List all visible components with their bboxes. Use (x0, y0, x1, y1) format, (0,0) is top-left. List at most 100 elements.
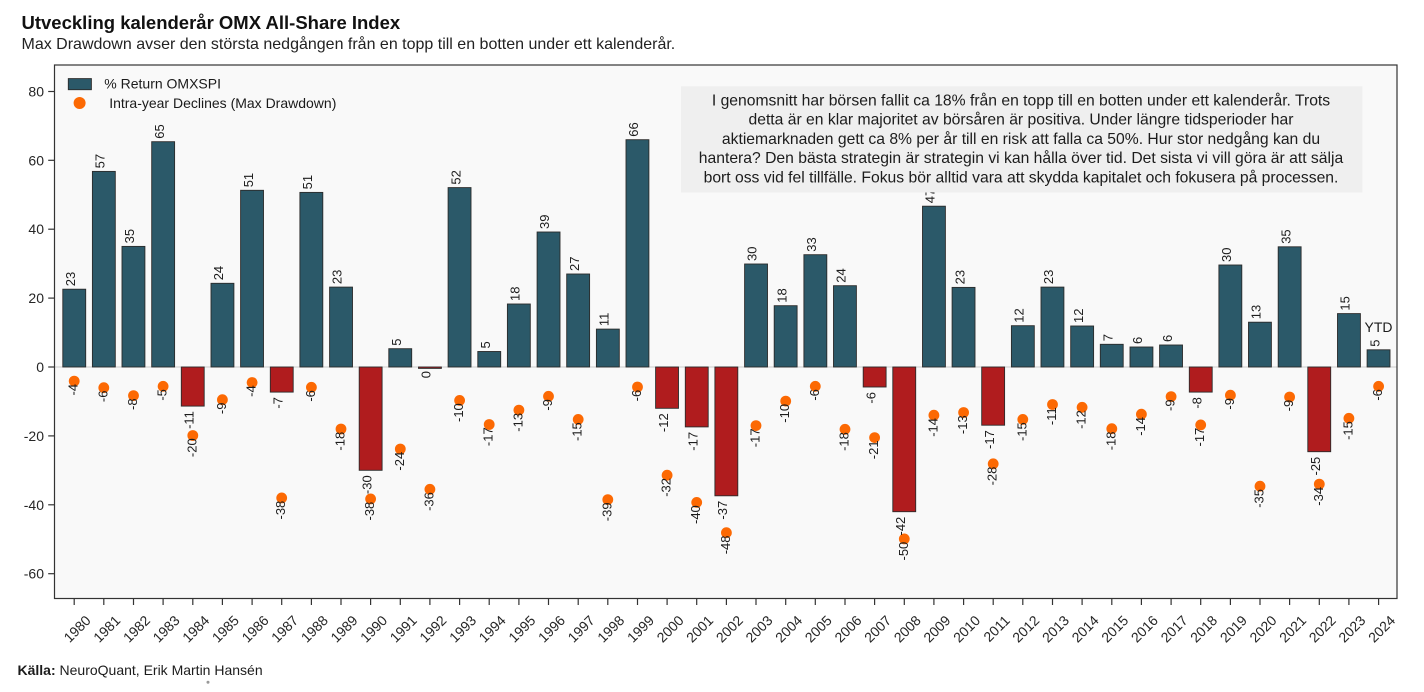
svg-text:24: 24 (211, 266, 226, 280)
svg-text:-17: -17 (685, 432, 700, 451)
svg-text:hantera? Den bästa strategin ä: hantera? Den bästa strategin är strategi… (699, 149, 1344, 167)
svg-text:bort oss vid fel tillfälle. Fo: bort oss vid fel tillfälle. Fokus bör al… (704, 169, 1339, 187)
svg-text:39: 39 (537, 215, 552, 229)
svg-text:5: 5 (478, 341, 493, 348)
svg-text:-40: -40 (688, 505, 703, 524)
svg-text:-17: -17 (982, 430, 997, 449)
svg-text:-35: -35 (1252, 489, 1267, 508)
svg-text:-15: -15 (570, 422, 585, 441)
svg-text:-6: -6 (629, 390, 644, 402)
svg-text:-10: -10 (451, 403, 466, 422)
svg-text:-17: -17 (481, 427, 496, 446)
svg-text:57: 57 (93, 154, 108, 168)
svg-text:27: 27 (567, 257, 582, 271)
svg-text:-6: -6 (303, 390, 318, 402)
svg-text:-14: -14 (925, 418, 940, 437)
svg-text:% Return OMXSPI: % Return OMXSPI (104, 76, 221, 92)
svg-text:-28: -28 (985, 467, 1000, 486)
svg-text:52: 52 (448, 170, 463, 184)
svg-text:-18: -18 (333, 432, 348, 451)
svg-text:-5: -5 (155, 389, 170, 401)
svg-text:-48: -48 (718, 536, 733, 555)
svg-text:35: 35 (122, 229, 137, 243)
svg-text:33: 33 (804, 237, 819, 251)
svg-text:5: 5 (389, 338, 404, 345)
svg-text:-42: -42 (893, 517, 908, 536)
svg-text:-9: -9 (1163, 399, 1178, 411)
svg-text:-13: -13 (955, 415, 970, 434)
svg-text:-12: -12 (656, 413, 671, 432)
svg-text:-14: -14 (1133, 417, 1148, 436)
svg-text:-9: -9 (1281, 400, 1296, 412)
svg-text:60: 60 (28, 152, 44, 168)
svg-text:12: 12 (1071, 309, 1086, 323)
svg-text:Källa: NeuroQuant, Erik Martin: Källa: NeuroQuant, Erik Martin Hansén (18, 662, 263, 678)
svg-text:-60: -60 (24, 566, 44, 582)
svg-text:-32: -32 (659, 478, 674, 497)
svg-text:35: 35 (1278, 229, 1293, 243)
svg-text:20: 20 (28, 290, 44, 306)
svg-text:5: 5 (1367, 340, 1382, 347)
svg-text:Max Drawdown avser den största: Max Drawdown avser den största nedgången… (22, 35, 676, 53)
svg-text:-7: -7 (270, 397, 285, 409)
svg-text:-24: -24 (392, 452, 407, 471)
svg-text:-9: -9 (540, 399, 555, 411)
svg-text:aktiemarknaden gett ca 8% per: aktiemarknaden gett ca 8% per år till en… (722, 130, 1320, 148)
svg-text:-6: -6 (807, 389, 822, 401)
svg-text:30: 30 (745, 247, 760, 261)
svg-text:23: 23 (1041, 270, 1056, 284)
svg-text:0: 0 (36, 359, 44, 375)
svg-text:30: 30 (1219, 248, 1234, 262)
svg-text:-20: -20 (24, 428, 44, 444)
svg-text:-17: -17 (748, 428, 763, 447)
svg-text:6: 6 (1130, 337, 1145, 344)
svg-text:-6: -6 (863, 392, 878, 404)
svg-text:-9: -9 (1222, 398, 1237, 410)
svg-text:6: 6 (1160, 335, 1175, 342)
svg-text:-17: -17 (1192, 428, 1207, 447)
svg-text:0: 0 (419, 371, 434, 378)
svg-text:66: 66 (626, 122, 641, 136)
svg-text:-6: -6 (1370, 389, 1385, 401)
svg-text:-15: -15 (1340, 421, 1355, 440)
svg-text:-50: -50 (896, 542, 911, 561)
svg-text:-37: -37 (715, 501, 730, 520)
svg-text:-11: -11 (182, 411, 197, 429)
svg-text:23: 23 (63, 272, 78, 286)
svg-text:-10: -10 (777, 404, 792, 423)
svg-text:-4: -4 (66, 384, 81, 396)
svg-text:-25: -25 (1308, 457, 1323, 476)
svg-text:Intra-year Declines (Max Drawd: Intra-year Declines (Max Drawdown) (109, 95, 336, 111)
svg-text:-18: -18 (1103, 432, 1118, 451)
svg-text:-36: -36 (421, 492, 436, 511)
svg-text:13: 13 (1249, 305, 1264, 319)
svg-text:-34: -34 (1311, 487, 1326, 506)
svg-text:-8: -8 (1189, 397, 1204, 409)
svg-text:15: 15 (1338, 296, 1353, 310)
svg-text:7: 7 (1101, 334, 1116, 341)
svg-text:51: 51 (241, 173, 256, 187)
svg-text:80: 80 (28, 84, 44, 100)
svg-text:-8: -8 (125, 398, 140, 410)
svg-text:-21: -21 (866, 440, 881, 459)
svg-text:I genomsnitt har börsen fallit: I genomsnitt har börsen fallit ca 18% fr… (712, 91, 1330, 109)
svg-text:-13: -13 (510, 413, 525, 432)
svg-text:-39: -39 (599, 502, 614, 521)
svg-text:-40: -40 (24, 497, 44, 513)
svg-text:-6: -6 (95, 391, 110, 403)
svg-text:-9: -9 (214, 403, 229, 415)
svg-text:12: 12 (1012, 308, 1027, 322)
svg-text:11: 11 (597, 313, 612, 327)
svg-text:51: 51 (300, 175, 315, 189)
svg-text:-30: -30 (359, 475, 374, 494)
svg-text:23: 23 (952, 270, 967, 284)
svg-text:24: 24 (834, 268, 849, 282)
svg-text:18: 18 (774, 288, 789, 302)
svg-text:-12: -12 (1074, 410, 1089, 429)
svg-text:YTD: YTD (1365, 319, 1393, 335)
svg-text:-18: -18 (837, 432, 852, 451)
svg-text:18: 18 (508, 287, 523, 301)
svg-text:40: 40 (28, 221, 44, 237)
svg-text:Utveckling kalenderår OMX All-: Utveckling kalenderår OMX All-Share Inde… (22, 12, 401, 33)
svg-text:-11: -11 (1044, 407, 1059, 425)
